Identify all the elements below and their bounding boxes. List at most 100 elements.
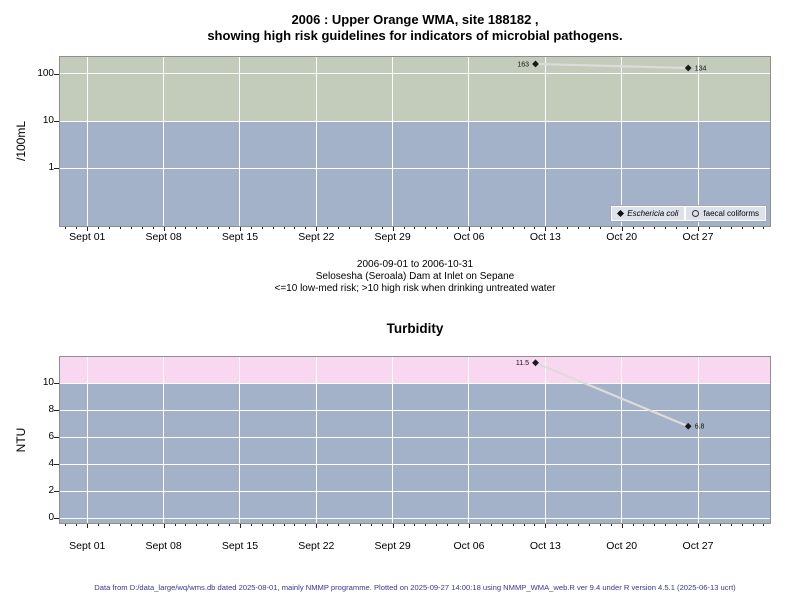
x-axis-tick-label: Oct 20 (606, 540, 638, 552)
x-axis-minor-tick (708, 227, 710, 229)
x-axis-tick-label: Sept 01 (69, 540, 106, 552)
x-axis-minor-tick (436, 524, 438, 526)
x-axis-minor-tick (152, 227, 154, 229)
x-axis-tick-label: Sept 08 (145, 231, 182, 243)
x-axis-minor-tick (556, 524, 558, 526)
x-axis-minor-tick (229, 227, 231, 229)
x-axis-minor-tick (501, 227, 503, 229)
x-axis-minor-tick (370, 227, 372, 229)
data-point-marker (532, 60, 539, 68)
x-axis-minor-tick (196, 227, 198, 229)
x-axis-minor-tick (665, 524, 667, 526)
x-axis-minor-tick (283, 524, 285, 526)
x-axis-minor-tick (588, 524, 590, 526)
x-axis-minor-tick (381, 524, 383, 526)
series-line-turbidity (535, 361, 689, 428)
x-axis-minor-tick (185, 524, 187, 526)
legend: Eschericia coli faecal coliforms (610, 205, 767, 222)
x-axis-minor-tick (730, 227, 732, 229)
x-axis-minor-tick (185, 227, 187, 229)
caption-risk-note: <=10 low-med risk; >10 high risk when dr… (274, 283, 556, 294)
x-axis-minor-tick (152, 524, 154, 526)
x-axis-minor-tick (676, 227, 678, 229)
x-axis-minor-tick (250, 524, 252, 526)
y-axis-tick-label: 2 (48, 485, 54, 496)
point-value-label: 6.8 (695, 424, 705, 431)
x-axis-minor-tick (207, 227, 209, 229)
y-axis-tick (54, 491, 59, 492)
x-axis-minor-tick (425, 227, 427, 229)
x-axis-minor-tick (632, 227, 634, 229)
x-axis-minor-tick (261, 227, 263, 229)
x-axis-minor-tick (207, 524, 209, 526)
x-axis-minor-tick (610, 227, 612, 229)
horizontal-gridline (60, 120, 770, 122)
x-axis-major-tick (163, 227, 165, 231)
x-axis-major-tick (698, 227, 700, 231)
x-axis-minor-tick (98, 227, 100, 229)
x-axis-tick-label: Sept 15 (221, 231, 259, 243)
caption-site-name: Selosesha (Seroala) Dam at Inlet on Sepa… (315, 271, 515, 282)
y-axis-tick-label: 1 (48, 162, 54, 174)
x-axis-minor-tick (479, 524, 481, 526)
x-axis-minor-tick (381, 227, 383, 229)
x-axis-tick-label: Oct 06 (453, 231, 485, 243)
x-axis-major-tick (316, 227, 318, 231)
horizontal-gridline (60, 463, 770, 465)
x-axis-minor-tick (610, 524, 612, 526)
caption-block: 2006-09-01 to 2006-10-31 Selosesha (Sero… (60, 259, 770, 295)
x-axis-minor-tick (130, 524, 132, 526)
y-axis-tick (54, 73, 59, 75)
x-axis-minor-tick (676, 524, 678, 526)
x-axis-major-tick (87, 524, 89, 528)
vertical-gridline (315, 57, 317, 226)
x-axis-minor-tick (305, 524, 307, 526)
main-title-line1: 2006 : Upper Orange WMA, site 188182 , (291, 12, 539, 27)
x-axis-minor-tick (414, 227, 416, 229)
x-axis-minor-tick (741, 227, 743, 229)
risk-zone-high-risk-10 (60, 357, 770, 384)
x-axis-minor-tick (229, 524, 231, 526)
x-axis-minor-tick (98, 524, 100, 526)
vertical-gridline (86, 57, 88, 226)
x-axis-major-tick (316, 524, 318, 528)
x-axis-minor-tick (327, 227, 329, 229)
vertical-gridline (392, 357, 394, 523)
x-axis-minor-tick (109, 524, 111, 526)
y-axis-tick-label: 6 (48, 431, 54, 443)
x-axis-minor-tick (719, 227, 721, 229)
vertical-gridline (697, 57, 699, 226)
x-axis-tick-label: Oct 27 (682, 540, 714, 552)
turbidity-plot: 0 2 4 6 8 10 Sept 01 Sept 08 Sept 15 Sept 22 Sept … (43, 356, 771, 552)
x-axis-minor-tick (305, 227, 307, 229)
x-axis-major-tick (698, 524, 700, 528)
y-axis-tick-label: 4 (48, 458, 54, 470)
filled-diamond-icon (617, 209, 625, 218)
x-axis-minor-tick (349, 227, 351, 229)
vertical-gridline (163, 57, 165, 226)
x-axis-minor-tick (567, 227, 569, 229)
x-axis-minor-tick (632, 524, 634, 526)
x-axis-minor-tick (65, 524, 67, 526)
x-axis-minor-tick (294, 524, 296, 526)
x-axis-minor-tick (196, 524, 198, 526)
vertical-gridline (163, 357, 165, 523)
horizontal-gridline (60, 436, 770, 438)
vertical-gridline (621, 57, 623, 226)
y-axis-tick-label: 100 (37, 67, 54, 79)
x-axis-minor-tick (665, 227, 667, 229)
x-axis-tick-label: Oct 06 (453, 540, 485, 552)
x-axis-major-tick (468, 524, 470, 528)
x-axis-minor-tick (556, 227, 558, 229)
x-axis-major-tick (545, 524, 547, 528)
x-axis-minor-tick (763, 227, 765, 229)
vertical-gridline (544, 357, 546, 523)
x-axis-minor-tick (730, 524, 732, 526)
x-axis-major-tick (392, 524, 394, 528)
x-axis-minor-tick (752, 524, 754, 526)
legend-entry-eschericia-coli: Eschericia coli (612, 207, 685, 220)
x-axis-minor-tick (65, 227, 67, 229)
x-axis-tick-label: Sept 22 (298, 540, 335, 552)
x-axis-tick-label: Sept 29 (374, 231, 411, 243)
x-axis-minor-tick (599, 524, 601, 526)
